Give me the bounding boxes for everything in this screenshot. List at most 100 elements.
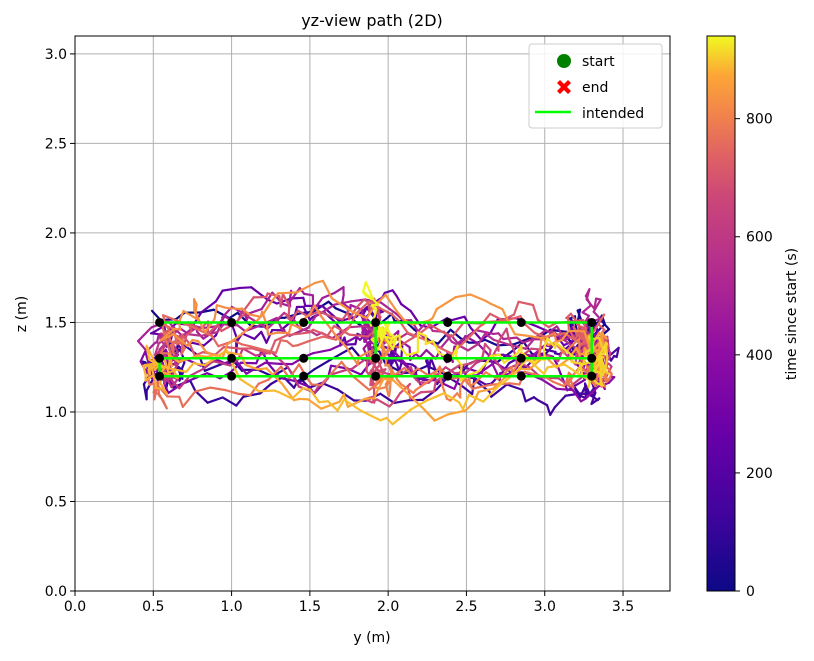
trajectory-segment [287, 341, 293, 346]
waypoint-marker [517, 372, 526, 381]
trajectory-segment [483, 344, 486, 357]
trajectory-segment [460, 365, 461, 381]
trajectory-segment [319, 401, 328, 402]
x-tick-label: 3.5 [612, 599, 634, 615]
trajectory-segment [261, 332, 266, 343]
waypoint-marker [371, 354, 380, 363]
trajectory-segment [362, 384, 369, 390]
trajectory-segment [304, 294, 313, 295]
trajectory-segment [229, 313, 237, 318]
y-tick-label: 0.5 [45, 494, 67, 510]
trajectory-segment [437, 297, 456, 309]
trajectory-segment [448, 411, 466, 415]
trajectory-segment [587, 289, 590, 299]
trajectory-segment [468, 344, 479, 351]
trajectory-segment [394, 400, 409, 403]
trajectory-segment [244, 297, 254, 310]
trajectory-segment [297, 341, 308, 345]
y-axis-label: z (m) [14, 296, 30, 332]
trajectory-segment [267, 326, 268, 335]
trajectory-segment [217, 305, 225, 307]
trajectory-segment [265, 363, 280, 364]
trajectory-segment [212, 336, 218, 346]
trajectory-segment [452, 317, 465, 320]
trajectory-segment [569, 331, 585, 332]
trajectory-segment [384, 379, 394, 380]
trajectory-segment [385, 290, 393, 293]
trajectory-segment [399, 335, 400, 347]
trajectory-segment [155, 388, 162, 389]
trajectory-segment [241, 363, 256, 364]
trajectory-segment [195, 388, 210, 392]
trajectory-segment [491, 355, 500, 356]
trajectory-segment [280, 378, 293, 381]
colorbar-tick-label: 0 [746, 584, 755, 600]
legend-intended-label: intended [582, 106, 644, 122]
trajectory-segment [393, 409, 412, 424]
trajectory-segment [226, 390, 239, 394]
trajectory-segment [229, 308, 240, 309]
trajectory-segment [157, 335, 159, 343]
trajectory-segment [279, 296, 280, 306]
trajectory-segment [509, 324, 515, 334]
trajectory-segment [313, 350, 330, 353]
trajectory-segment [276, 340, 281, 353]
trajectory-segment [236, 397, 243, 406]
y-tick-label: 2.5 [45, 136, 67, 152]
x-tick-label: 3.0 [534, 599, 556, 615]
trajectory-segment [503, 338, 516, 339]
trajectory-segment [138, 341, 147, 351]
trajectory-segment [215, 305, 217, 319]
trajectory-segment [334, 287, 343, 293]
trajectory-segment [349, 326, 365, 327]
trajectory-segment [401, 304, 411, 311]
trajectory-segment [342, 295, 343, 303]
trajectory-segment [533, 305, 538, 320]
trajectory-segment [548, 365, 565, 368]
colorbar [707, 36, 735, 591]
trajectory-segment [420, 350, 426, 357]
y-tick-label: 3.0 [45, 47, 67, 63]
trajectory-segment [195, 391, 207, 403]
trajectory-segment [242, 334, 254, 339]
trajectory-segment [467, 327, 479, 340]
waypoint-marker [371, 372, 380, 381]
trajectory-segment [377, 399, 389, 406]
trajectory-segment [346, 347, 358, 365]
trajectory-path [138, 281, 619, 424]
trajectory-segment [490, 303, 502, 309]
trajectory-segment [583, 305, 591, 312]
waypoint-marker [227, 354, 236, 363]
trajectory-segment [440, 367, 441, 382]
legend-start-label: start [582, 54, 615, 70]
trajectory-segment [216, 291, 223, 302]
trajectory-segment [303, 298, 305, 306]
waypoint-marker [155, 372, 164, 381]
trajectory-segment [369, 302, 370, 313]
trajectory-segment [490, 314, 502, 320]
colorbar-tick-label: 800 [746, 112, 773, 128]
waypoint-marker [299, 354, 308, 363]
waypoint-marker [517, 354, 526, 363]
trajectory-segment [390, 381, 391, 391]
trajectory-segment [190, 381, 195, 391]
trajectory-segment [186, 363, 193, 372]
x-tick-label: 1.5 [299, 599, 321, 615]
trajectory-segment [240, 379, 259, 391]
trajectory-segment [432, 309, 436, 318]
waypoint-marker [517, 318, 526, 327]
waypoint-marker [227, 372, 236, 381]
trajectory-segment [179, 397, 183, 407]
trajectory-segment [223, 397, 237, 405]
trajectory-segment [401, 323, 408, 333]
trajectory-segment [249, 314, 261, 317]
trajectory-segment [289, 324, 291, 333]
trajectory-segment [418, 333, 426, 336]
trajectory-segment [198, 356, 207, 357]
waypoint-marker [227, 318, 236, 327]
x-tick-label: 2.0 [377, 599, 399, 615]
x-tick-label: 1.0 [220, 599, 242, 615]
trajectory-segment [395, 393, 400, 401]
